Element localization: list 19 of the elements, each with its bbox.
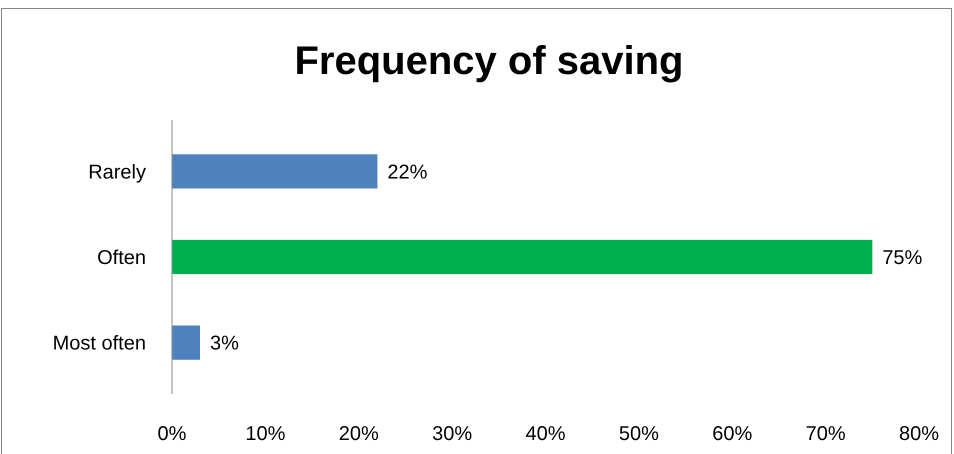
data-label: 22% xyxy=(387,161,428,184)
data-label: 75% xyxy=(882,247,923,269)
y-tick-label: Most often xyxy=(52,332,146,355)
x-tick-label: 30% xyxy=(432,423,472,445)
data-label: 3% xyxy=(210,332,240,355)
x-tick-label: 10% xyxy=(245,423,286,445)
x-tick-label: 0% xyxy=(158,423,187,445)
bar xyxy=(172,154,378,188)
x-tick-label: 70% xyxy=(806,423,846,445)
bar xyxy=(172,326,200,360)
x-tick-label: 80% xyxy=(898,423,940,445)
bar xyxy=(172,240,872,274)
x-tick-label: 20% xyxy=(338,423,379,445)
chart-title: Frequency of saving xyxy=(294,39,684,83)
x-tick-label: 50% xyxy=(618,423,660,445)
x-tick-label: 60% xyxy=(712,423,752,445)
y-tick-label: Often xyxy=(97,247,146,269)
y-tick-label: Rarely xyxy=(88,161,146,184)
x-tick-label: 40% xyxy=(525,423,566,445)
